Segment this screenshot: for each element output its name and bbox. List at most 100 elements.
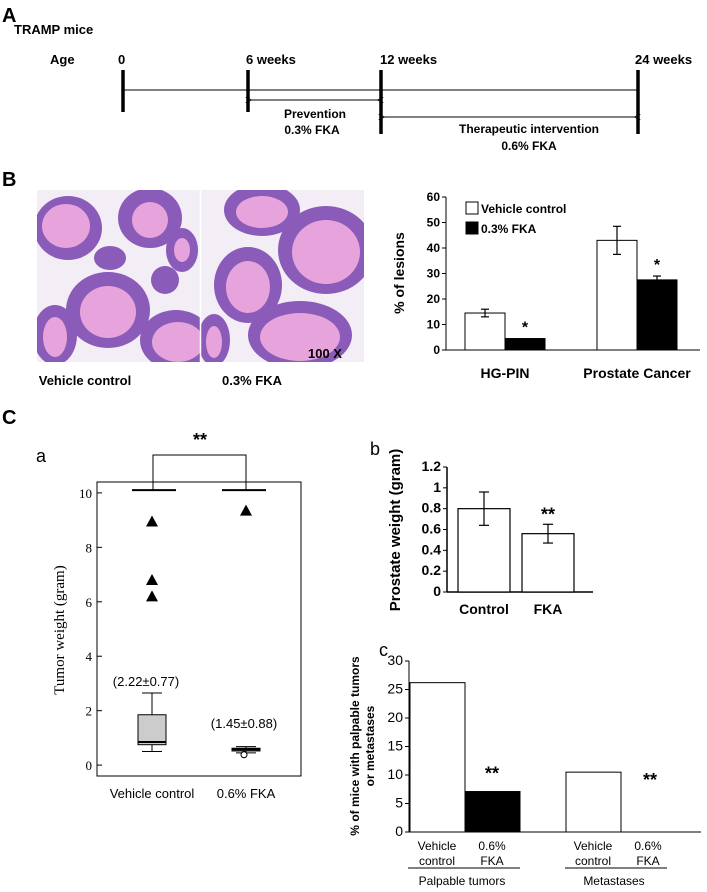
b-y-tick-label: 20 [427,292,441,306]
cc-x-label: 0.6% [634,839,662,853]
panel-b-label: B [2,169,16,191]
histology-image-vehicle [37,190,200,362]
ca-outlier [146,574,158,585]
ca-box [137,714,167,746]
b-y-tick-label: 30 [427,267,441,281]
ca-category-label: Vehicle control [110,786,195,801]
b-y-tick-label: 10 [427,318,441,332]
vehicle-control-caption: Vehicle control [39,373,131,388]
panel-c-a-label: a [36,446,47,466]
prevention-dose: 0.3% FKA [284,123,340,137]
b-bar [596,239,638,351]
cc-group-label: Metastases [583,874,644,888]
cc-x-label: control [419,854,455,868]
b-bar [636,279,678,351]
cc-significance-metastases: ** [643,770,657,790]
cc-y-tick-label: 0 [395,823,403,839]
panel-a-label: A [2,5,16,27]
prevention-label: Prevention [284,107,346,121]
ca-y-tick-label: 6 [86,595,93,610]
ca-outlier [146,590,158,602]
cc-y-tick-label: 30 [387,652,403,668]
cc-y-axis-label: or metastases [363,705,377,786]
tramp-mice-label: TRAMP mice [14,22,93,37]
ca-significance-bracket [152,454,247,491]
cc-y-tick-label: 10 [387,766,403,782]
cb-y-tick-label: 1.2 [422,458,442,474]
age-label: Age [50,52,75,67]
cb-category-label: FKA [534,601,563,617]
ca-annotation-vehicle: (2.22±0.77) [113,674,179,689]
therapeutic-label: Therapeutic intervention [459,122,599,136]
b-y-tick-label: 60 [427,190,441,204]
cb-y-tick-label: 0.2 [422,562,442,578]
ca-y-tick-label: 10 [79,486,92,501]
b-legend-label: 0.3% FKA [481,222,537,236]
ca-outlier [146,515,158,527]
panel-c-c-label: c [379,640,388,660]
therapeutic-dose: 0.6% FKA [501,139,557,153]
timepoint-0: 0 [118,52,125,67]
b-legend-swatch [465,201,479,215]
ca-frame [96,481,302,777]
lesions-bar-chart: 0 10 20 30 40 50 60 % of lesions HG-PIN * Prostate… [391,190,700,381]
cc-bar [565,771,622,833]
cb-category-label: Control [459,601,509,617]
cc-x-label: FKA [636,854,659,868]
cc-y-tick-label: 5 [395,795,403,811]
cc-x-label: 0.6% [478,839,506,853]
b-y-tick-label: 40 [427,241,441,255]
ca-y-tick-label: 8 [86,540,93,555]
timepoint-12: 12 weeks [380,52,437,67]
cc-x-label: Vehicle [574,839,613,853]
cc-y-tick-label: 20 [387,709,403,725]
cc-significance-palpable: ** [485,764,499,784]
palpable-metastases-bar-chart: 0 5 10 15 20 25 30 % of mice with palpable tumo… [348,652,701,888]
tumor-weight-box-plot: 0 2 4 6 8 10 Tumor weight (gram) Vehicle contro… [52,430,302,801]
histology-image-fka [201,190,364,362]
cc-y-tick-label: 25 [387,681,403,697]
cb-significance: ** [541,504,555,524]
ca-y-axis-label: Tumor weight (gram) [52,565,68,694]
cb-y-tick-label: 0.4 [422,541,442,557]
prostate-weight-bar-chart: 0 0.2 0.4 0.6 0.8 1 1.2 Prostate weight (gram) C… [387,449,593,617]
b-legend-swatch [465,221,479,235]
b-bar [504,338,546,351]
b-significance: * [522,320,529,337]
ca-y-tick-label: 4 [86,649,93,664]
cb-y-tick-label: 0.8 [422,500,442,516]
cc-y-axis-label: % of mice with palpable tumors [348,656,362,836]
cc-group-label: Palpable tumors [419,874,506,888]
panel-c-label: C [2,407,16,429]
cc-y-tick-label: 15 [387,738,403,754]
panel-c-b-label: b [370,439,380,459]
b-category-label: HG-PIN [481,365,530,381]
cc-x-label: Vehicle [418,839,457,853]
cc-bar [464,791,521,833]
timepoint-24: 24 weeks [635,52,692,67]
ca-annotation-fka: (1.45±0.88) [211,716,277,731]
ca-low-point [240,751,248,759]
ca-outlier [240,504,252,516]
cb-y-axis-label: Prostate weight (gram) [387,449,404,612]
cc-x-label: control [575,854,611,868]
timepoint-6: 6 weeks [246,52,296,67]
b-y-tick-label: 0 [433,343,440,357]
ca-category-label: 0.6% FKA [217,786,276,801]
cb-y-tick-label: 0 [433,583,441,599]
cc-x-label: FKA [480,854,503,868]
b-significance: * [654,257,661,274]
b-category-label: Prostate Cancer [583,365,691,381]
cb-y-tick-label: 0.6 [422,521,442,537]
b-bar [464,312,506,351]
b-legend-label: Vehicle control [481,202,566,216]
cb-y-tick-label: 1 [433,479,441,495]
fka-caption: 0.3% FKA [222,373,283,388]
cc-bar [409,682,466,833]
ca-y-tick-label: 2 [86,704,93,719]
b-y-axis-label: % of lesions [391,232,407,314]
ca-y-tick-label: 0 [86,758,93,773]
ca-significance: ** [193,430,207,450]
b-y-tick-label: 50 [427,216,441,230]
